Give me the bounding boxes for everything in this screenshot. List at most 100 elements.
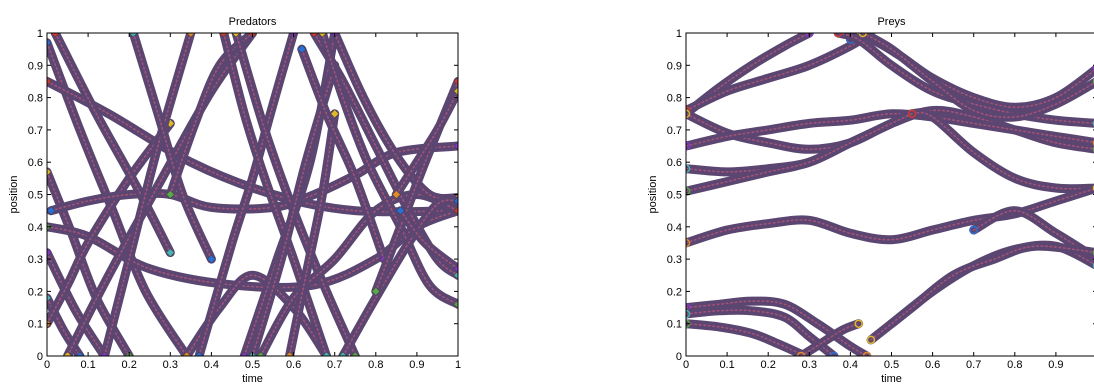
preys-y-tick-label: 0.2: [667, 286, 682, 298]
preys-y-tick-label: 0.8: [667, 93, 682, 105]
predators-trajectory-stripe-4: [47, 251, 106, 356]
predators-endpoint-marker: [453, 196, 458, 206]
preys-trajectory-stripe-6: [686, 113, 913, 193]
preys-trajectory-stripe-17: [861, 33, 1094, 119]
preys-endpoint-marker: [866, 335, 876, 345]
predators-x-tick-label: 0.3: [163, 359, 178, 371]
predators-trajectory-stripe-22: [301, 48, 385, 260]
predators-endpoint-marker: [100, 351, 109, 356]
predators-endpoint-marker: [256, 351, 266, 356]
preys-y-tick-label: 1: [676, 28, 682, 40]
preys-trajectory-stripe-2: [686, 33, 872, 112]
predators-trajectories: [47, 33, 458, 356]
predators-endpoint-marker: [322, 351, 331, 356]
preys-endpoint-marker: [686, 164, 691, 173]
predators-endpoint-marker: [453, 141, 458, 151]
preys-endpoint-marker: [833, 33, 843, 38]
preys-panel: 0 0.1 0.2 0.3 0.4 0.5 0.6 0.7 0.8 0.9 0 0.1 0.2 0.3 0.…: [647, 16, 1094, 385]
preys-trajectory-stripe-10: [870, 245, 1094, 341]
preys-trajectory-stripe-8: [972, 209, 1094, 259]
preys-trajectory-stripe-5: [686, 111, 1094, 190]
predators-trajectory-stripe-24: [321, 33, 458, 306]
predators-endpoint-marker: [239, 351, 249, 356]
predators-title: Predators: [229, 16, 277, 28]
preys-y-tick-label: 0.1: [667, 319, 682, 331]
preys-trajectory-stripe-11: [686, 300, 868, 356]
preys-endpoint-marker: [858, 33, 867, 38]
preys-x-tick-label: 0.5: [884, 359, 899, 371]
preys-x-tick-label: 0.2: [761, 359, 776, 371]
preys-x-tick-label: 0.4: [843, 359, 858, 371]
preys-y-tick-label: 0.6: [667, 157, 682, 169]
preys-y-tick-label: 0.4: [667, 222, 682, 234]
preys-endpoint-marker: [686, 141, 691, 151]
predators-trajectory-stripe-26: [342, 199, 458, 356]
predators-y-tick-label: 0: [37, 351, 43, 363]
predators-endpoint-marker: [453, 299, 458, 309]
preys-endpoint-marker: [854, 319, 863, 328]
predators-y-axis-label: position: [8, 176, 20, 214]
predators-trajectory-stripe-20: [259, 193, 458, 356]
predators-x-tick-label: 0.6: [286, 359, 301, 371]
predators-endpoint-marker: [47, 77, 52, 86]
predators-endpoint-marker: [63, 351, 72, 356]
predators-trajectory-stripe-25: [333, 33, 458, 200]
predators-endpoint-marker: [396, 206, 405, 216]
preys-x-tick-label: 0.6: [925, 359, 940, 371]
predators-endpoint-marker: [309, 33, 319, 38]
preys-trajectories: [686, 33, 1094, 356]
predators-trajectory-stripe-12: [132, 33, 213, 260]
preys-endpoint-marker: [969, 225, 978, 235]
predators-x-tick-label: 0.8: [368, 359, 383, 371]
preys-endpoint-marker: [686, 238, 691, 248]
predators-y-tick-label: 0.8: [28, 93, 43, 105]
preys-x-tick-label: 0.3: [802, 359, 817, 371]
predators-x-tick-label: 0.1: [80, 359, 95, 371]
predators-endpoint-marker: [194, 351, 204, 356]
predators-trajectory-stripe-15: [198, 33, 295, 356]
preys-trajectory-10: [866, 241, 1094, 345]
preys-y-tick-label: 0.7: [667, 125, 682, 137]
predators-endpoint-marker: [47, 38, 52, 48]
predators-endpoint-marker: [371, 287, 381, 296]
predators-trajectory-stripe-21: [288, 113, 336, 356]
preys-y-tick-label: 0.3: [667, 254, 682, 266]
predators-x-tick-label: 0.2: [122, 359, 137, 371]
preys-title: Preys: [877, 16, 906, 28]
predators-x-tick-label: 1: [455, 359, 461, 371]
predators-trajectory-stripe-28: [395, 90, 458, 196]
predators-endpoint-marker: [207, 254, 216, 264]
preys-endpoint-marker: [686, 309, 691, 319]
predators-panel: 0 0.1 0.2 0.3 0.4 0.5 0.6 0.7 0.8 0.9 1 0 0.1 0.2 0.3 0…: [8, 16, 461, 385]
predators-y-tick-label: 0.2: [28, 286, 43, 298]
predators-x-axis-label: time: [242, 373, 263, 385]
predators-endpoint-marker: [453, 77, 458, 86]
predators-endpoint-marker: [75, 351, 85, 356]
preys-endpoint-marker: [862, 351, 872, 356]
preys-y-tick-label: 0.9: [667, 60, 682, 72]
predators-endpoint-marker: [453, 206, 458, 216]
predators-endpoint-marker: [453, 264, 458, 274]
predators-y-tick-label: 0.6: [28, 157, 43, 169]
predators-endpoint-marker: [47, 293, 52, 303]
preys-y-tick-label: 0.5: [667, 190, 682, 202]
preys-endpoint-marker: [686, 109, 691, 118]
predators-endpoint-marker: [47, 248, 52, 257]
predators-endpoint-marker: [453, 270, 458, 280]
preys-x-axis-label: time: [881, 373, 902, 385]
predators-endpoint-marker: [318, 33, 327, 38]
predators-x-tick-label: 0.4: [204, 359, 219, 371]
preys-trajectory-stripe-4: [686, 112, 1094, 147]
predators-y-tick-label: 0.3: [28, 254, 43, 266]
predators-trajectory-stripe-7: [47, 122, 172, 325]
predators-x-tick-label: 0.7: [327, 359, 342, 371]
predators-x-tick-label: 0.5: [245, 359, 260, 371]
predators-trajectory-16: [219, 33, 331, 356]
predators-x-tick-label: 0: [44, 359, 50, 371]
preys-y-tick-label: 0: [676, 351, 682, 363]
preys-x-tick-label: 0.7: [966, 359, 981, 371]
predators-endpoint-marker: [182, 351, 192, 356]
preys-endpoint-marker: [829, 351, 839, 356]
predators-trajectory-stripe-5: [47, 297, 81, 356]
